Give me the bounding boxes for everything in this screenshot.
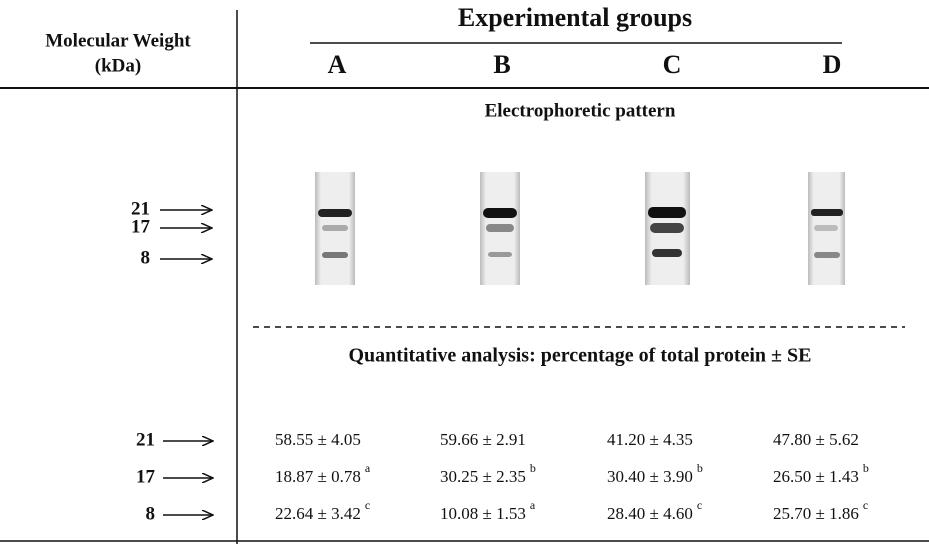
cell-superscript: c	[365, 498, 370, 512]
row-label: 17	[136, 466, 156, 487]
group-label: A	[328, 50, 347, 79]
cell-value: 18.87 ± 0.78	[275, 467, 361, 486]
cell-superscript: b	[863, 461, 869, 475]
quant-title: Quantitative analysis: percentage of tot…	[349, 345, 812, 367]
marker-label: 17	[131, 216, 151, 237]
cell-value: 30.25 ± 2.35	[440, 467, 526, 486]
cell-superscript: b	[697, 461, 703, 475]
gel-title: Electrophoretic pattern	[485, 100, 676, 121]
group-label: D	[823, 50, 842, 79]
cell-value: 10.08 ± 1.53	[440, 504, 526, 523]
row-label: 21	[136, 429, 155, 450]
cell-superscript: c	[863, 498, 868, 512]
cell-superscript: b	[530, 461, 536, 475]
marker-label: 8	[141, 247, 151, 268]
mw-label: Molecular Weight	[45, 30, 191, 51]
cell-superscript: a	[530, 498, 536, 512]
row-label: 8	[146, 503, 156, 524]
cell-value: 30.40 ± 3.90	[607, 467, 693, 486]
cell-superscript: c	[697, 498, 702, 512]
cell-value: 22.64 ± 3.42	[275, 504, 361, 523]
lane	[808, 172, 845, 285]
cell-value: 28.40 ± 4.60	[607, 504, 693, 523]
figure: Molecular Weight (kDa) Experimental grou…	[0, 0, 929, 544]
lane	[645, 172, 690, 285]
cell-value: 58.55 ± 4.05	[275, 430, 361, 449]
cell-value: 47.80 ± 5.62	[773, 430, 859, 449]
groups-title: Experimental groups	[458, 3, 692, 32]
cell-value: 59.66 ± 2.91	[440, 430, 526, 449]
cell-value: 26.50 ± 1.43	[773, 467, 859, 486]
lane	[315, 172, 355, 285]
gel-lanes	[315, 172, 845, 285]
cell-superscript: a	[365, 461, 371, 475]
lane	[480, 172, 520, 285]
group-label: C	[663, 50, 682, 79]
group-label: B	[493, 50, 510, 79]
mw-unit: (kDa)	[95, 55, 141, 76]
cell-value: 41.20 ± 4.35	[607, 430, 693, 449]
cell-value: 25.70 ± 1.86	[773, 504, 859, 523]
